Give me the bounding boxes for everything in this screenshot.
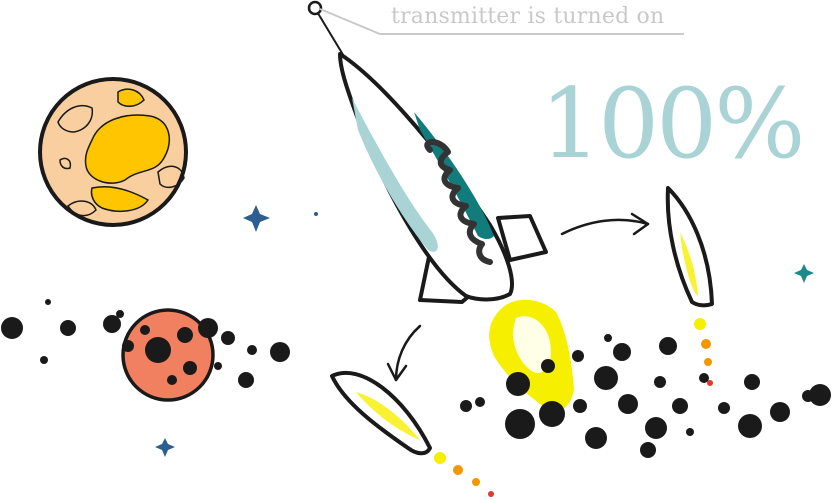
asteroid-icon <box>475 397 485 407</box>
explosion-icon <box>489 299 574 412</box>
asteroid-belt-left <box>1 299 290 388</box>
arrow-icon <box>386 324 422 382</box>
asteroid-icon <box>1 317 23 339</box>
asteroid-icon <box>618 394 638 414</box>
asteroid-icon <box>604 334 612 342</box>
transmitter-status-caption: transmitter is turned on <box>391 4 665 29</box>
asteroid-icon <box>460 400 472 412</box>
asteroid-icon <box>60 320 76 336</box>
asteroid-icon <box>645 417 667 439</box>
antenna-icon <box>307 0 684 59</box>
asteroid-icon <box>221 331 235 345</box>
asteroid-icon <box>198 318 218 338</box>
flame-trail <box>434 318 713 497</box>
asteroid-icon <box>809 384 831 406</box>
rocket-icon <box>338 52 548 304</box>
asteroid-icon <box>247 345 257 355</box>
asteroid-icon <box>505 409 535 439</box>
asteroid-icon <box>539 401 565 427</box>
asteroid-icon <box>122 340 134 352</box>
asteroid-icon <box>770 402 790 422</box>
booster-icon <box>665 186 714 308</box>
asteroid-icon <box>613 343 631 361</box>
progress-percent: 100% <box>540 68 805 180</box>
asteroid-icon <box>659 337 677 355</box>
asteroid-icon <box>744 374 760 390</box>
asteroid-icon <box>654 376 666 388</box>
star-group <box>155 205 814 457</box>
asteroid-icon <box>585 427 607 449</box>
arrow-icon <box>560 212 650 236</box>
asteroid-belt-right <box>460 334 831 458</box>
asteroid-icon <box>699 373 709 383</box>
asteroid-icon <box>672 398 688 414</box>
booster-icon <box>330 370 432 456</box>
asteroid-icon <box>116 310 124 318</box>
asteroid-icon <box>238 372 254 388</box>
asteroid-icon <box>541 359 555 373</box>
asteroid-icon <box>738 414 762 438</box>
planet-red-icon <box>121 308 215 402</box>
asteroid-icon <box>594 366 618 390</box>
star-icon <box>794 264 814 283</box>
asteroid-icon <box>103 315 121 333</box>
asteroid-icon <box>214 362 222 370</box>
planet-sand-icon <box>38 77 188 227</box>
asteroid-icon <box>572 350 584 362</box>
asteroid-icon <box>40 356 48 364</box>
asteroid-icon <box>45 299 51 305</box>
asteroid-icon <box>686 428 694 436</box>
star-icon <box>243 205 270 232</box>
star-icon <box>155 438 175 457</box>
asteroid-icon <box>506 372 530 396</box>
asteroid-icon <box>640 442 656 458</box>
asteroid-icon <box>573 399 587 413</box>
asteroid-icon <box>270 342 290 362</box>
asteroid-icon <box>718 402 730 414</box>
